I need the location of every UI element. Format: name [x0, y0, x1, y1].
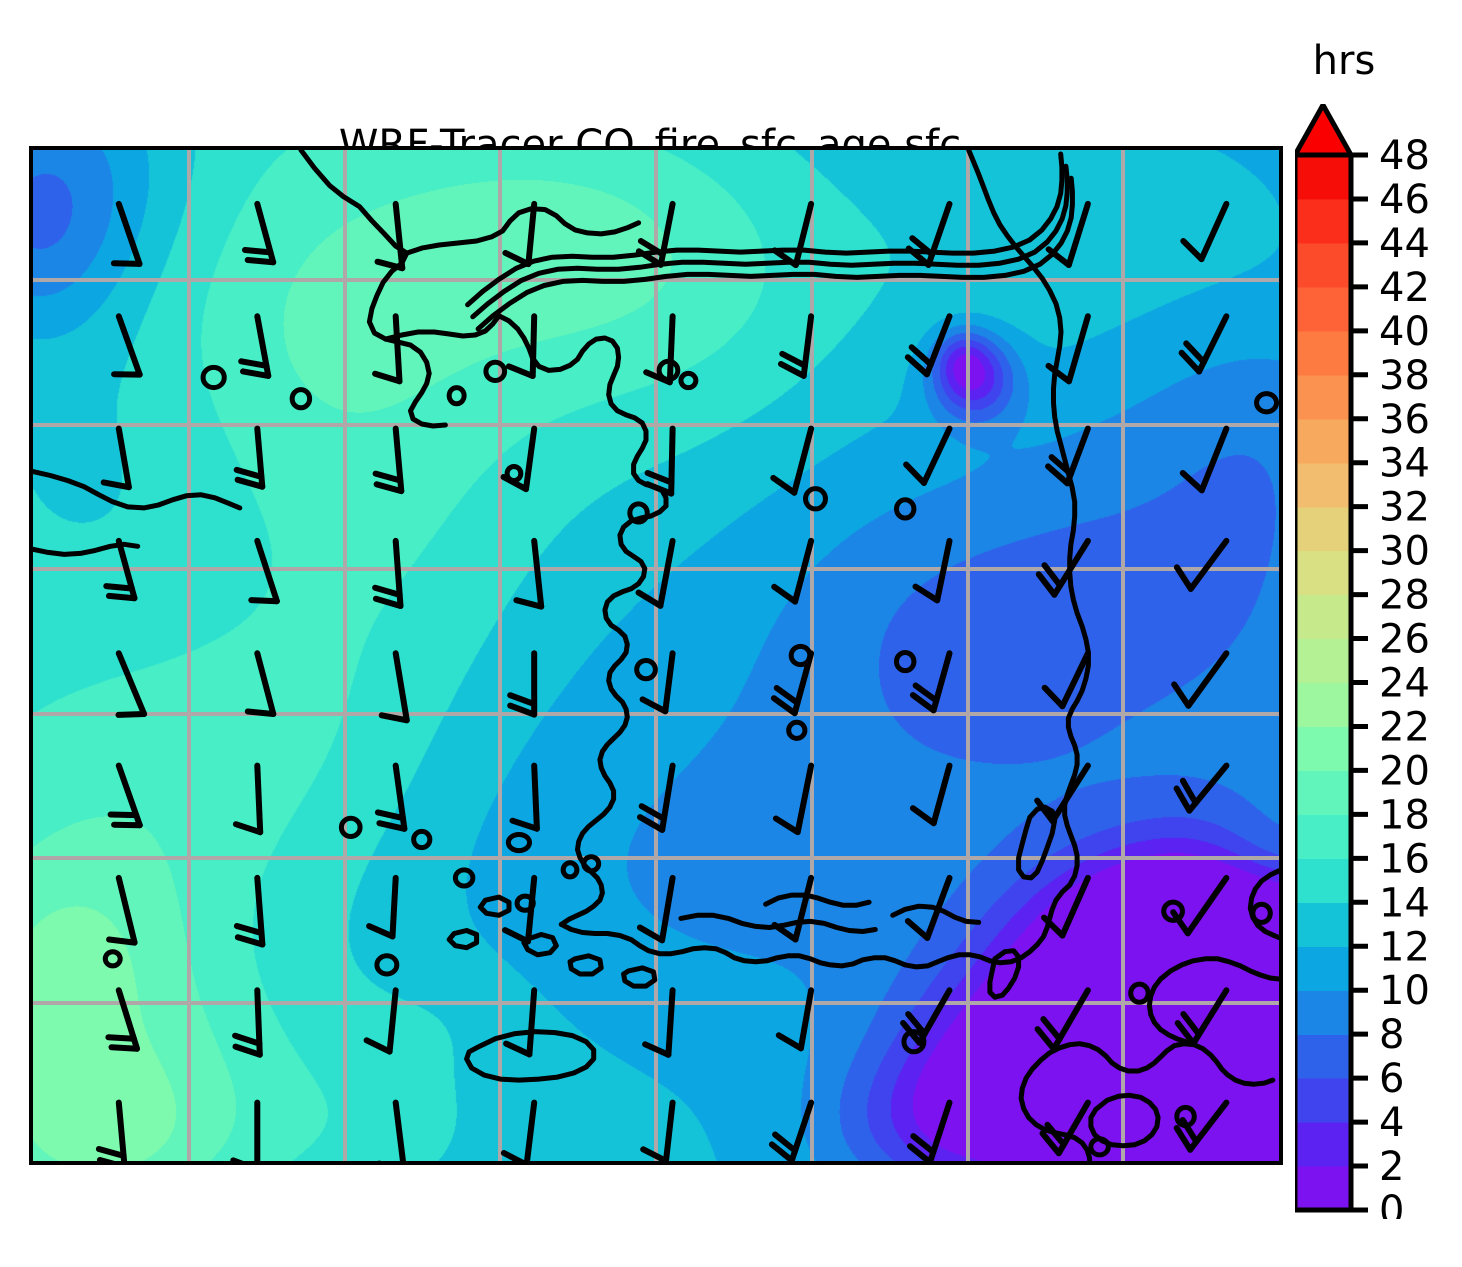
- map-plot-area: [29, 146, 1283, 1165]
- svg-text:4: 4: [1379, 1100, 1404, 1146]
- svg-text:22: 22: [1379, 704, 1430, 750]
- svg-text:0: 0: [1379, 1188, 1404, 1219]
- svg-text:44: 44: [1379, 221, 1430, 267]
- svg-text:30: 30: [1379, 529, 1430, 575]
- svg-text:6: 6: [1379, 1056, 1404, 1102]
- svg-text:48: 48: [1379, 133, 1430, 179]
- svg-text:26: 26: [1379, 617, 1430, 663]
- colorbar-scale: 0246810121416182022242628303234363840424…: [1295, 104, 1430, 1219]
- svg-text:24: 24: [1379, 661, 1430, 707]
- tracer-age-contour-field: [33, 150, 1279, 1161]
- svg-text:38: 38: [1379, 353, 1430, 399]
- svg-text:14: 14: [1379, 880, 1430, 926]
- svg-text:36: 36: [1379, 397, 1430, 443]
- svg-text:42: 42: [1379, 265, 1430, 311]
- svg-text:20: 20: [1379, 748, 1430, 794]
- svg-text:32: 32: [1379, 485, 1430, 531]
- svg-text:28: 28: [1379, 573, 1430, 619]
- svg-text:12: 12: [1379, 924, 1430, 970]
- svg-text:34: 34: [1379, 441, 1430, 487]
- svg-text:40: 40: [1379, 309, 1430, 355]
- svg-text:46: 46: [1379, 177, 1430, 223]
- svg-text:18: 18: [1379, 792, 1430, 838]
- svg-text:10: 10: [1379, 968, 1430, 1014]
- colorbar: hrs 0 2 4 6 8 10 12 14 16 18 20 22 24 26 28 30 32 34 36 38 4…: [1295, 38, 1455, 1219]
- colorbar-unit-label: hrs: [1312, 38, 1376, 84]
- svg-text:2: 2: [1379, 1144, 1404, 1190]
- svg-text:8: 8: [1379, 1012, 1404, 1058]
- svg-text:16: 16: [1379, 836, 1430, 882]
